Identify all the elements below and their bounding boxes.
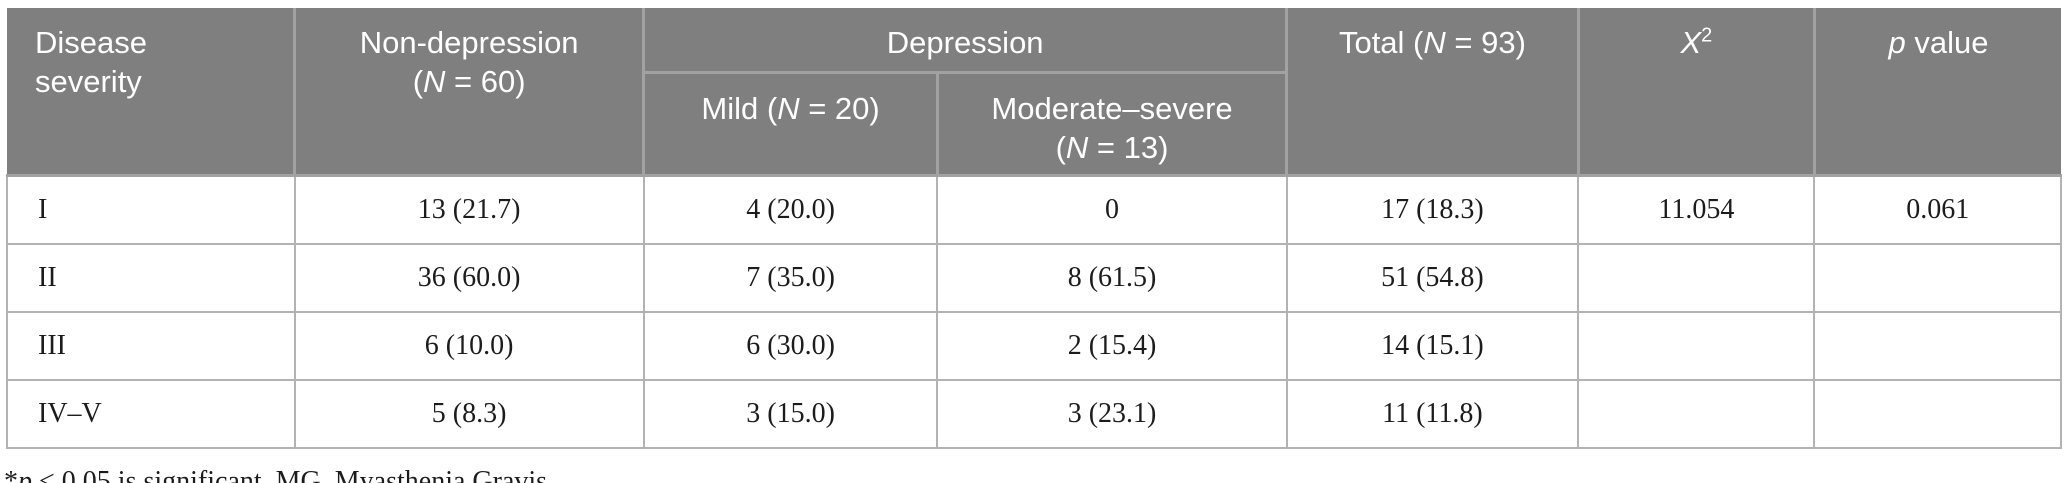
cell-moderate-severe: 3 (23.1) xyxy=(936,378,1288,449)
cell-chi-squared xyxy=(1577,242,1816,313)
cell-total: 17 (18.3) xyxy=(1285,174,1580,245)
header-moderate-severe: Moderate–severe (N = 13) xyxy=(935,70,1289,177)
cell-severity: IV–V xyxy=(6,378,296,449)
cell-chi-squared xyxy=(1577,378,1816,449)
table-footnote: *p < 0.05 is significant. MG, Myasthenia… xyxy=(4,466,2068,483)
header-depression-label: Depression xyxy=(886,25,1044,60)
disease-severity-depression-table: Disease severity Non-depression (N = 60)… xyxy=(6,8,2062,449)
table-header: Disease severity Non-depression (N = 60)… xyxy=(7,8,2061,177)
cell-severity: II xyxy=(6,242,296,313)
cell-moderate-severe: 2 (15.4) xyxy=(936,310,1288,381)
cell-chi-squared xyxy=(1577,310,1816,381)
header-mild-label: Mild (N = 20) xyxy=(701,90,880,126)
cell-p-value xyxy=(1813,378,2062,449)
header-disease-severity: Disease severity xyxy=(7,8,297,177)
cell-mild: 3 (15.0) xyxy=(642,378,939,449)
cell-non-depression: 13 (21.7) xyxy=(293,174,645,245)
cell-mild: 4 (20.0) xyxy=(642,174,939,245)
cell-severity: I xyxy=(6,174,296,245)
cell-mild: 7 (35.0) xyxy=(642,242,939,313)
cell-non-depression: 36 (60.0) xyxy=(293,242,645,313)
header-row-1: Disease severity Non-depression (N = 60)… xyxy=(7,8,2061,177)
table-row: IV–V 5 (8.3) 3 (15.0) 3 (23.1) 11 (11.8) xyxy=(6,378,2062,449)
footnote-p-symbol: p xyxy=(18,465,32,483)
cell-moderate-severe: 8 (61.5) xyxy=(936,242,1288,313)
header-row-2: Mild (N = 20) Moderate–severe (N = 13) xyxy=(7,70,2061,177)
header-moderate-severe-n: (N = 13) xyxy=(1055,129,1169,165)
header-non-depression: Non-depression (N = 60) xyxy=(293,8,646,177)
footnote-asterisk: * xyxy=(4,465,18,483)
header-total-label: Total (N = 93) xyxy=(1338,25,1526,60)
header-mild: Mild (N = 20) xyxy=(642,70,939,177)
cell-total: 51 (54.8) xyxy=(1285,242,1580,313)
cell-non-depression: 5 (8.3) xyxy=(293,378,645,449)
cell-p-value xyxy=(1813,310,2062,381)
table-row: III 6 (10.0) 6 (30.0) 2 (15.4) 14 (15.1) xyxy=(6,310,2062,381)
header-total: Total (N = 93) xyxy=(1285,8,1580,177)
chi-squared-symbol: X2 xyxy=(1680,24,1713,60)
p-value-label: p value xyxy=(1888,25,1989,60)
table-row: II 36 (60.0) 7 (35.0) 8 (61.5) 51 (54.8) xyxy=(6,242,2062,313)
cell-severity: III xyxy=(6,310,296,381)
header-disease-line1: Disease xyxy=(35,25,147,60)
header-disease-line2: severity xyxy=(35,64,142,99)
cell-chi-squared: 11.054 xyxy=(1577,174,1816,245)
header-depression-group: Depression xyxy=(642,8,1289,74)
cell-p-value xyxy=(1813,242,2062,313)
header-chi-squared: X2 xyxy=(1576,8,1816,177)
cell-p-value: 0.061 xyxy=(1813,174,2062,245)
header-p-value: p value xyxy=(1812,8,2061,177)
footnote-text: < 0.05 is significant. MG, Myasthenia Gr… xyxy=(32,465,555,483)
table-row: I 13 (21.7) 4 (20.0) 0 17 (18.3) 11.054 … xyxy=(6,174,2062,245)
header-non-depression-n: (N = 60) xyxy=(412,64,526,99)
cell-total: 14 (15.1) xyxy=(1285,310,1580,381)
table-body: I 13 (21.7) 4 (20.0) 0 17 (18.3) 11.054 … xyxy=(6,174,2062,449)
cell-mild: 6 (30.0) xyxy=(642,310,939,381)
cell-moderate-severe: 0 xyxy=(936,174,1288,245)
header-non-depression-label: Non-depression xyxy=(359,25,579,60)
header-moderate-severe-label: Moderate–severe xyxy=(991,90,1233,126)
cell-non-depression: 6 (10.0) xyxy=(293,310,645,381)
cell-total: 11 (11.8) xyxy=(1285,378,1580,449)
